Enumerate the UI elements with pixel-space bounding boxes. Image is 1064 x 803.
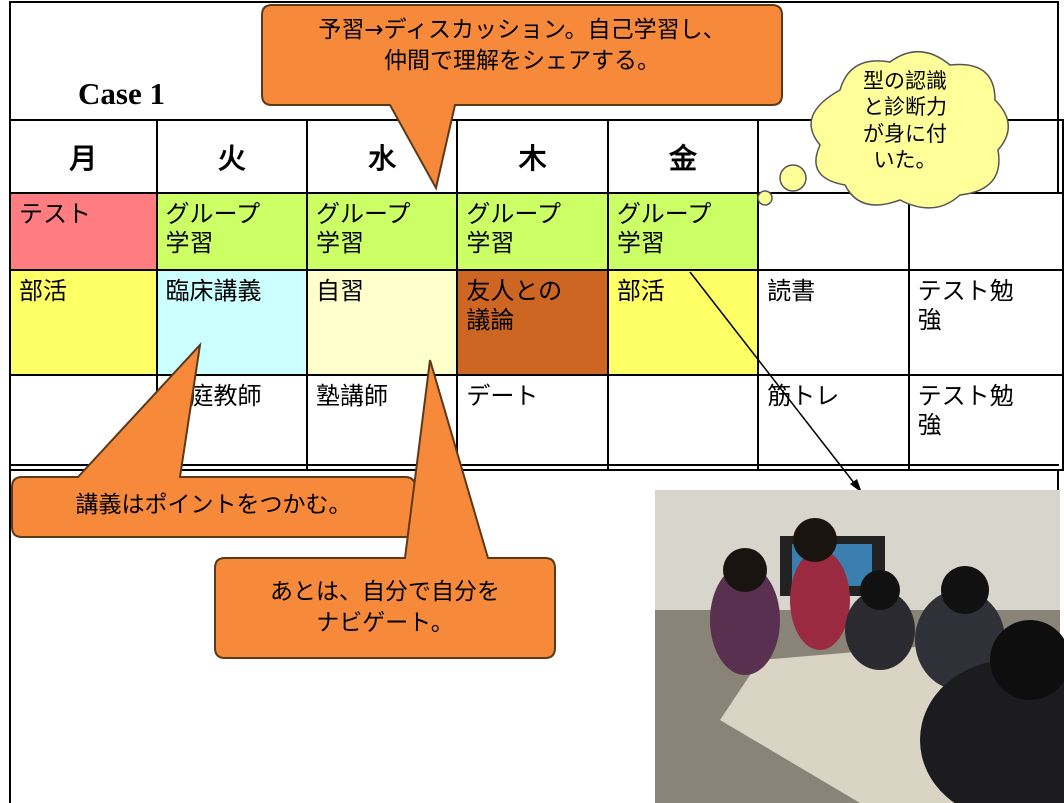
arrow-head bbox=[850, 479, 862, 493]
day-header: 金 bbox=[606, 119, 760, 194]
callout-text: 講義はポイントをつかむ。 bbox=[75, 492, 352, 518]
callout-text: 予習→ディスカッション。自己学習し、 仲間で理解をシェアする。 bbox=[318, 17, 726, 75]
schedule-cell: グループ 学習 bbox=[305, 192, 459, 271]
schedule-cell: 読書 bbox=[757, 269, 910, 376]
thought-text: 型の認識 と診断力 が身に付 いた。 bbox=[863, 69, 947, 172]
callout-text: あとは、自分で自分を ナビゲート。 bbox=[270, 579, 500, 637]
schedule-row: テスト グループ 学習 グループ 学習 グループ 学習 グループ 学習 bbox=[9, 192, 1064, 271]
day-header: 火 bbox=[155, 119, 308, 194]
photo bbox=[655, 490, 1064, 803]
divider bbox=[9, 464, 1059, 466]
schedule-cell: グループ 学習 bbox=[606, 192, 760, 271]
callout-shapes bbox=[11, 4, 783, 659]
day-header: 木 bbox=[456, 119, 609, 194]
schedule-cell: 自習 bbox=[305, 269, 459, 376]
schedule-cell: テスト bbox=[9, 192, 158, 271]
schedule-cell: グループ 学習 bbox=[456, 192, 609, 271]
day-header: 月 bbox=[9, 119, 158, 194]
schedule-cell: 部活 bbox=[9, 269, 158, 376]
schedule-cell: テスト勉 強 bbox=[907, 269, 1064, 376]
schedule-cell bbox=[606, 374, 760, 471]
schedule-cell: 友人との 議論 bbox=[456, 269, 609, 376]
schedule-cell bbox=[757, 192, 910, 271]
schedule-cell: 部活 bbox=[606, 269, 760, 376]
slide-title: Case 1 bbox=[78, 76, 165, 111]
thought-cloud bbox=[757, 50, 1009, 209]
schedule-cell: 臨床講義 bbox=[155, 269, 308, 376]
schedule-cell: テスト勉 強 bbox=[907, 374, 1064, 471]
schedule-cell: グループ 学習 bbox=[155, 192, 308, 271]
arrow bbox=[689, 271, 859, 489]
schedule-cell: デート bbox=[456, 374, 609, 471]
schedule-row: 部活 臨床講義 自習 友人との 議論 部活 読書 テスト勉 強 bbox=[9, 269, 1064, 376]
